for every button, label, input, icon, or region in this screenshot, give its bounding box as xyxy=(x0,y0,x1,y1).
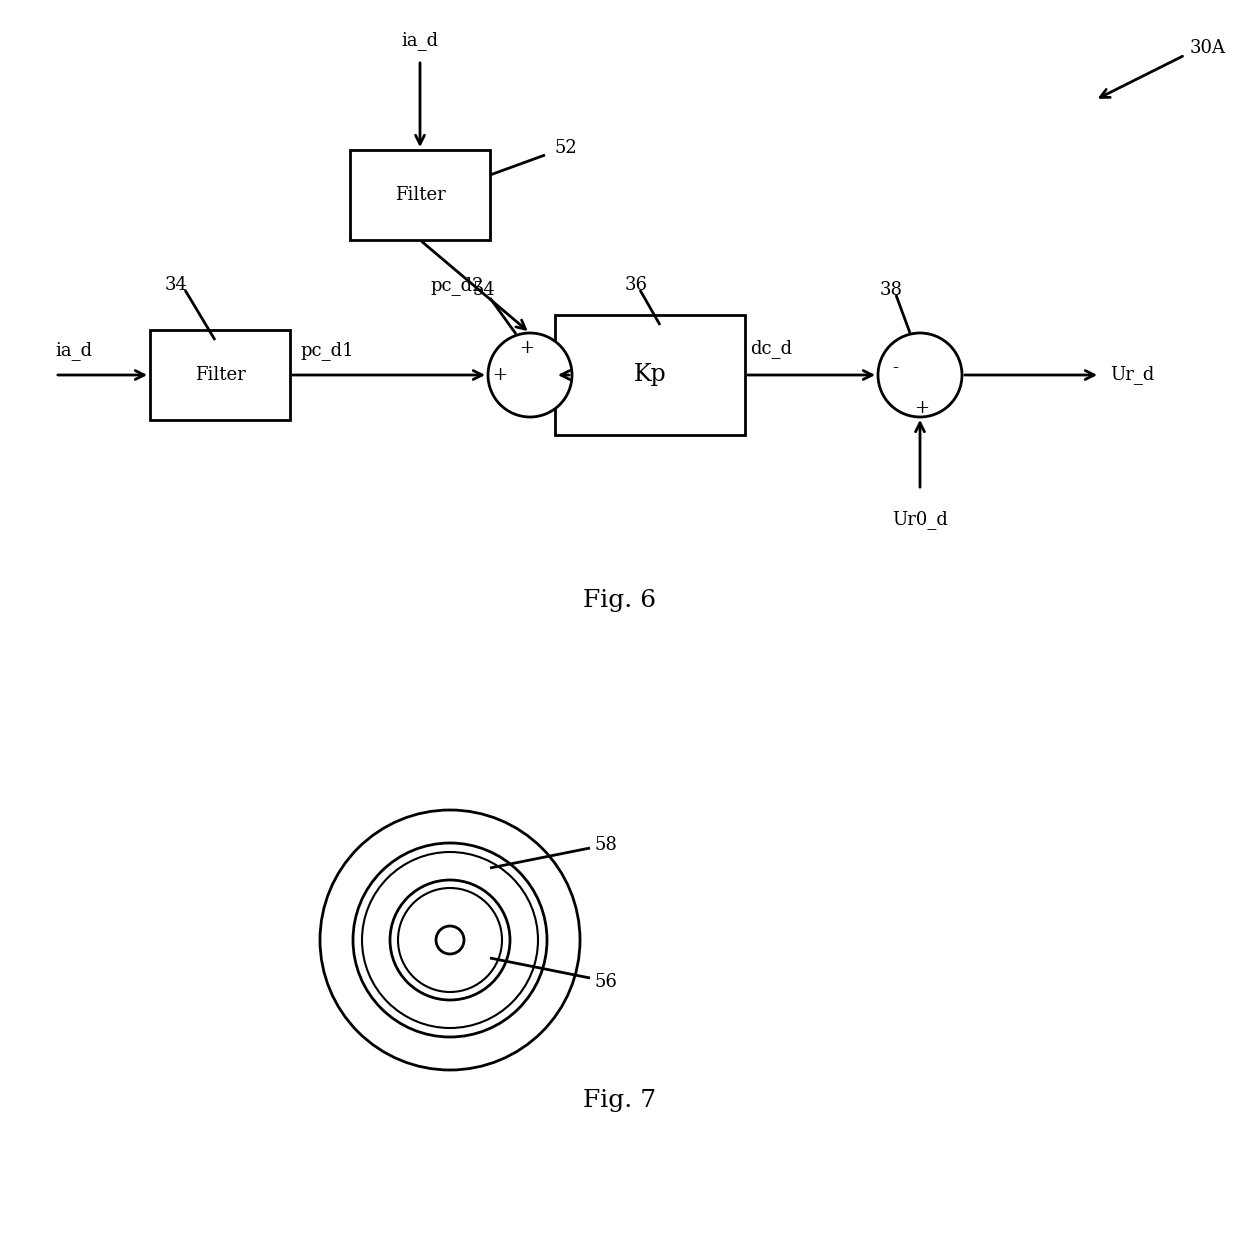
Circle shape xyxy=(320,810,580,1070)
Text: +: + xyxy=(492,366,507,384)
Text: Fig. 7: Fig. 7 xyxy=(584,1088,656,1112)
Circle shape xyxy=(489,333,572,417)
Text: Fig. 6: Fig. 6 xyxy=(584,588,656,611)
Text: -: - xyxy=(892,359,898,377)
Text: pc_d2: pc_d2 xyxy=(430,275,484,295)
Text: 36: 36 xyxy=(625,275,649,294)
Text: Kp: Kp xyxy=(634,363,666,387)
Circle shape xyxy=(398,888,502,992)
Text: 54: 54 xyxy=(472,280,495,299)
Text: ia_d: ia_d xyxy=(402,31,439,50)
Text: 30A: 30A xyxy=(1190,39,1226,58)
Circle shape xyxy=(353,843,547,1037)
Text: +: + xyxy=(520,339,534,357)
Text: 56: 56 xyxy=(594,973,616,992)
Text: Ur0_d: Ur0_d xyxy=(892,510,947,528)
Text: 34: 34 xyxy=(165,275,188,294)
Text: +: + xyxy=(915,399,930,417)
Text: 52: 52 xyxy=(556,139,578,156)
Bar xyxy=(150,331,290,419)
Text: 58: 58 xyxy=(594,836,616,854)
Bar xyxy=(350,150,490,240)
Text: Filter: Filter xyxy=(394,187,445,204)
Text: pc_d1: pc_d1 xyxy=(300,341,353,361)
Circle shape xyxy=(436,926,464,954)
Text: 38: 38 xyxy=(880,280,903,299)
Text: ia_d: ia_d xyxy=(55,341,92,361)
Circle shape xyxy=(391,880,510,1000)
Text: dc_d: dc_d xyxy=(750,339,792,358)
Circle shape xyxy=(878,333,962,417)
Text: Ur_d: Ur_d xyxy=(1110,366,1154,384)
Bar xyxy=(556,316,745,434)
Circle shape xyxy=(362,853,538,1028)
Text: Filter: Filter xyxy=(195,366,246,384)
